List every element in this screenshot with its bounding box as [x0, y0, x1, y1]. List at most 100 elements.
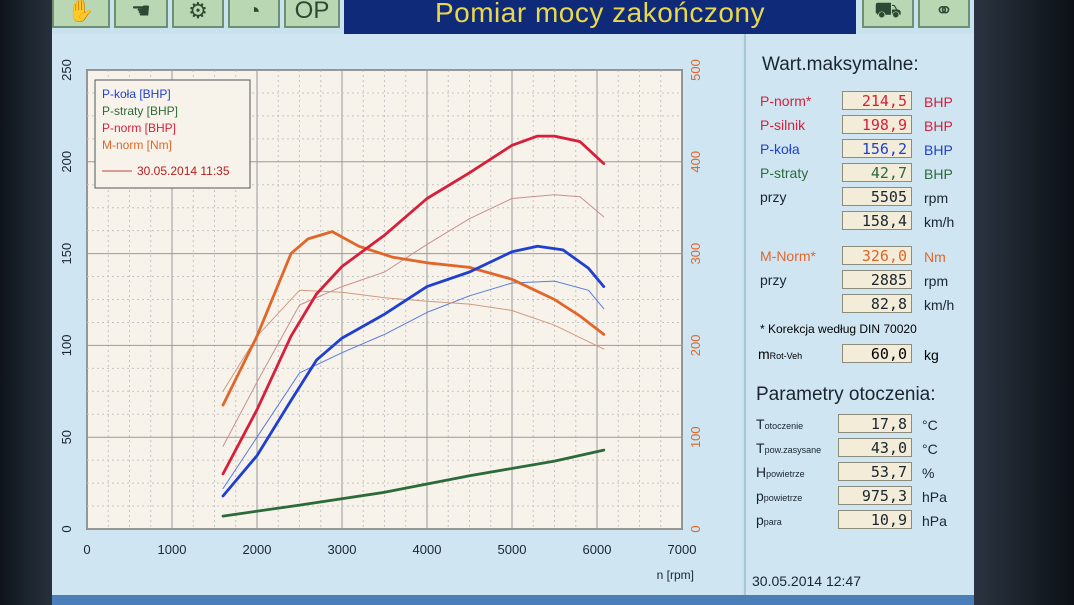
series-line: [221, 134, 606, 476]
max-row-value: 326,0: [842, 246, 912, 265]
footer-datetime: 30.05.2014 12:47: [752, 573, 861, 589]
series-line: [221, 244, 606, 498]
ambient-row-unit: °C: [922, 441, 938, 457]
legend-entry: P-koła [BHP]: [102, 87, 171, 101]
max-row-value: 2885: [842, 270, 912, 289]
max-row-unit: rpm: [924, 273, 949, 289]
ambient-row-value: 10,9: [838, 510, 912, 529]
max-row-unit: BHP: [924, 118, 953, 134]
mrot-letter: m: [758, 346, 770, 362]
max-row-label: P-koła: [760, 141, 800, 157]
legend-entry: P-norm [BHP]: [102, 121, 176, 135]
chart-panel: 0 1000 2000 3000 4000 5000 6000 7000 n [rpm] 0 50 1…: [52, 34, 742, 595]
ambient-row-label: ppowietrze: [756, 488, 802, 504]
dyno-screen: ✋ ☚ ⚙ ◔ OP Pomiar mocy zakończony ⛟ ⚭ 0 1…: [52, 0, 974, 605]
max-row-label: P-norm*: [760, 93, 812, 109]
max-row-unit: rpm: [924, 190, 949, 206]
correction-note: * Korekcja według DIN 70020: [760, 322, 917, 336]
ambient-row-unit: °C: [922, 417, 938, 433]
ambient-row-symbol: T: [756, 440, 765, 456]
legend-box: [94, 79, 251, 189]
ambient-row-symbol: p: [756, 488, 764, 504]
y-tick-label: 250: [59, 59, 74, 81]
legend-entry: M-norm [Nm]: [102, 138, 172, 152]
mrot-unit: kg: [924, 347, 939, 363]
max-row-value: 42,7: [842, 163, 912, 182]
y-tick-label: 0: [59, 525, 74, 532]
results-panel: Wart.maksymalne: P-norm* 214,5 BHP P-silnik…: [744, 34, 974, 595]
max-row-value: 214,5: [842, 91, 912, 110]
ambient-row-value: 17,8: [838, 414, 912, 433]
hand-icon[interactable]: ✋: [52, 0, 110, 28]
y-tick-label: 200: [59, 151, 74, 173]
y-tick-label: 50: [59, 430, 74, 444]
max-row-unit: BHP: [924, 166, 953, 182]
max-row-label: P-straty: [760, 165, 809, 181]
op-button[interactable]: OP: [284, 0, 340, 28]
ambient-row-label: Hpowietrze: [756, 464, 805, 480]
y-tick-label: 150: [59, 243, 74, 265]
x-tick-label: 5000: [498, 542, 527, 557]
x-tick-label: 7000: [668, 542, 697, 557]
y2-tick-label: 300: [688, 243, 703, 265]
ambient-row-symbol: H: [756, 464, 767, 480]
ambient-row-subscript: powietrze: [766, 469, 805, 479]
ambient-row-label: Tpow.zasysane: [756, 440, 821, 456]
monitor-bezel-right: [974, 0, 1074, 605]
series-line: [221, 230, 606, 407]
ambient-row-subscript: pow.zasysane: [764, 445, 822, 455]
y2-tick-label: 100: [688, 426, 703, 448]
ambient-row-symbol: p: [756, 512, 764, 528]
ambient-row-subscript: powietrze: [763, 493, 803, 503]
x-tick-label: 6000: [583, 542, 612, 557]
engine-icon[interactable]: ⚙: [172, 0, 224, 28]
max-row-unit: km/h: [924, 214, 955, 230]
max-row-unit: km/h: [924, 297, 955, 313]
series-line: [222, 194, 605, 447]
ambient-row-unit: hPa: [922, 489, 947, 505]
y2-tick-label: 0: [688, 525, 703, 532]
y-tick-label: 100: [59, 335, 74, 357]
y2-tick-label: 200: [688, 335, 703, 357]
x-tick-label: 0: [83, 542, 90, 557]
ambient-row-unit: %: [922, 465, 935, 481]
window-title: Pomiar mocy zakończony: [344, 0, 856, 34]
x-tick-label: 1000: [158, 542, 187, 557]
glove-icon[interactable]: ☚: [114, 0, 168, 28]
max-row-value: 156,2: [842, 139, 912, 158]
mrot-value-field: 60,0: [842, 344, 912, 363]
taskbar: [52, 595, 974, 605]
x-tick-label: 4000: [413, 542, 442, 557]
x-tick-label: 3000: [328, 542, 357, 557]
gauge-icon[interactable]: ◔: [228, 0, 280, 28]
monitor-bezel-left: [0, 0, 52, 605]
legend-entry: P-straty [BHP]: [102, 104, 178, 118]
wheels-icon[interactable]: ⚭: [918, 0, 970, 28]
series-line: [222, 280, 605, 490]
series-line: [222, 289, 605, 392]
series-line: [221, 448, 606, 518]
ambient-row-unit: hPa: [922, 513, 947, 529]
ambient-title: Parametry otoczenia:: [756, 384, 936, 405]
dyno-car-icon[interactable]: ⛟: [862, 0, 914, 28]
mrot-sub: Rot-Veh: [769, 351, 803, 361]
x-axis-label: n [rpm]: [657, 568, 694, 582]
ambient-row-value: 43,0: [838, 438, 912, 457]
y2-tick-label: 400: [688, 151, 703, 173]
ambient-row-subscript: otoczenie: [764, 421, 804, 431]
max-row-label: przy: [760, 272, 787, 288]
ambient-row-subscript: para: [763, 517, 782, 527]
max-values-title: Wart.maksymalne:: [762, 54, 919, 75]
ambient-row-symbol: T: [756, 416, 765, 432]
ambient-row-label: Totoczenie: [756, 416, 803, 432]
max-row-label: M-Norm*: [760, 248, 816, 264]
max-row-value: 5505: [842, 187, 912, 206]
max-row-value: 82,8: [842, 294, 912, 313]
ambient-row-label: ppara: [756, 512, 782, 528]
max-row-value: 198,9: [842, 115, 912, 134]
max-row-unit: BHP: [924, 94, 953, 110]
mrot-label: mRot-Veh: [758, 346, 802, 362]
legend-reference-date: 30.05.2014 11:35: [137, 164, 230, 178]
x-tick-label: 2000: [243, 542, 272, 557]
